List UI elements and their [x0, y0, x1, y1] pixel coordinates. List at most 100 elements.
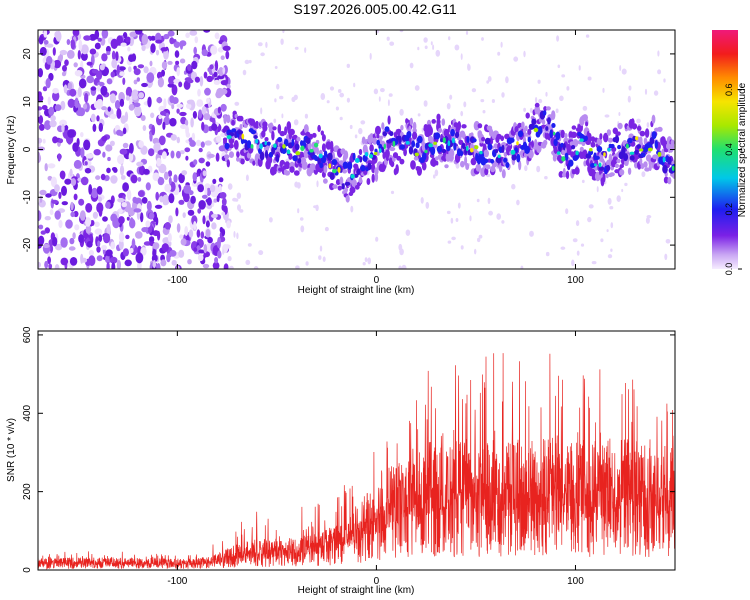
signal-halo	[663, 176, 669, 184]
signal-halo	[236, 151, 240, 158]
faint-speckle	[476, 198, 480, 203]
noise-speckle	[64, 178, 72, 185]
faint-speckle	[575, 220, 580, 227]
noise-speckle	[197, 88, 201, 97]
noise-speckle	[187, 79, 194, 84]
faint-speckle	[560, 246, 566, 250]
noise-speckle	[205, 220, 210, 228]
signal-hotspot	[378, 148, 382, 154]
faint-speckle	[609, 206, 614, 210]
y-tick-label: 200	[22, 483, 33, 500]
noise-speckle	[85, 153, 94, 159]
signal-core	[259, 151, 265, 161]
noise-speckle	[55, 243, 63, 251]
noise-speckle	[136, 161, 144, 167]
faint-speckle	[450, 217, 454, 224]
noise-speckle	[78, 198, 85, 206]
noise-speckle	[206, 204, 213, 210]
signal-halo	[303, 124, 309, 134]
noise-speckle	[203, 30, 211, 33]
noise-speckle	[180, 124, 188, 129]
noise-speckle	[38, 68, 43, 78]
signal-halo	[387, 115, 391, 125]
signal-halo	[288, 154, 293, 160]
faint-speckle	[513, 56, 519, 62]
noise-speckle	[167, 30, 175, 37]
spectrogram-marks	[38, 30, 675, 269]
noise-speckle	[176, 103, 184, 108]
signal-core	[411, 140, 416, 148]
signal-halo	[648, 163, 652, 171]
noise-speckle	[73, 159, 82, 169]
noise-speckle	[106, 167, 111, 174]
signal-halo	[264, 137, 269, 142]
noise-speckle	[149, 212, 155, 220]
signal-halo	[236, 156, 240, 162]
noise-speckle	[163, 116, 171, 126]
signal-hotspot	[259, 143, 263, 150]
noise-speckle	[198, 147, 203, 153]
noise-speckle	[217, 250, 222, 259]
noise-speckle	[38, 210, 42, 222]
faint-speckle	[229, 265, 234, 269]
noise-speckle	[38, 123, 45, 131]
noise-speckle	[85, 217, 92, 227]
signal-hotspot	[354, 158, 360, 163]
faint-speckle	[258, 250, 264, 256]
noise-speckle	[150, 43, 156, 54]
signal-hotspot	[447, 140, 451, 147]
signal-hotspot	[424, 149, 428, 154]
faint-speckle	[587, 216, 592, 223]
faint-speckle	[399, 30, 404, 33]
noise-speckle	[168, 177, 172, 185]
noise-speckle	[125, 234, 130, 240]
noise-speckle	[193, 46, 197, 55]
signal-halo	[233, 140, 239, 150]
signal-hotspot	[405, 141, 410, 145]
faint-speckle	[405, 229, 411, 236]
signal-halo	[279, 130, 286, 137]
signal-core	[623, 153, 629, 162]
noise-speckle	[116, 129, 123, 136]
noise-speckle	[180, 238, 187, 246]
noise-speckle	[185, 155, 189, 161]
signal-core	[327, 152, 333, 161]
noise-speckle	[212, 178, 217, 184]
faint-speckle	[248, 59, 252, 64]
signal-core	[553, 138, 558, 147]
signal-core	[654, 139, 658, 149]
noise-speckle	[50, 115, 56, 122]
faint-speckle	[227, 183, 233, 190]
noise-speckle	[83, 35, 91, 41]
signal-halo	[376, 133, 380, 139]
faint-speckle	[296, 182, 301, 189]
noise-speckle	[52, 91, 60, 102]
noise-speckle	[201, 106, 207, 116]
faint-speckle	[295, 265, 300, 269]
signal-halo	[444, 164, 449, 169]
noise-speckle	[38, 235, 45, 246]
faint-speckle	[555, 108, 559, 114]
noise-speckle	[191, 60, 198, 70]
signal-hotspot	[639, 148, 644, 152]
signal-halo	[447, 134, 452, 142]
signal-halo	[565, 170, 570, 180]
signal-halo	[457, 121, 462, 131]
noise-speckle	[187, 209, 195, 216]
faint-speckle	[285, 158, 290, 163]
signal-halo	[329, 183, 335, 191]
noise-speckle	[40, 230, 46, 235]
signal-halo	[574, 167, 580, 175]
noise-speckle	[72, 142, 79, 152]
signal-halo	[661, 148, 665, 159]
signal-halo	[441, 118, 446, 126]
noise-speckle	[158, 135, 166, 146]
noise-speckle	[140, 145, 148, 155]
noise-speckle	[193, 247, 198, 252]
faint-speckle	[326, 100, 330, 104]
signal-hotspot	[392, 140, 396, 147]
signal-core	[484, 137, 491, 145]
noise-speckle	[167, 170, 173, 177]
faint-speckle	[239, 209, 244, 213]
